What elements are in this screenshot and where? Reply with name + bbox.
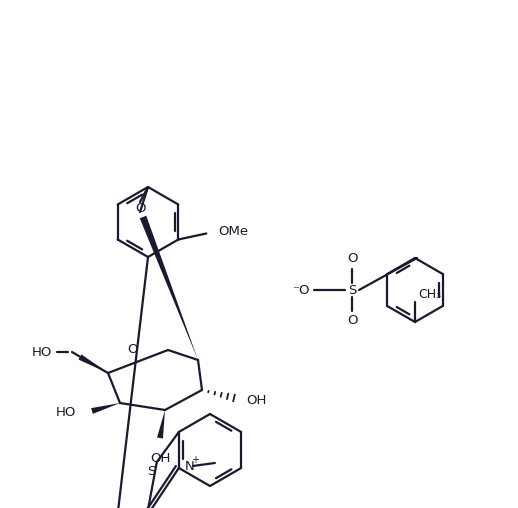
Polygon shape	[79, 355, 108, 373]
Text: O: O	[128, 343, 138, 356]
Text: O: O	[135, 203, 145, 215]
Polygon shape	[157, 410, 165, 438]
Text: OMe: OMe	[218, 225, 249, 238]
Text: O: O	[347, 252, 357, 266]
Text: O: O	[347, 314, 357, 328]
Polygon shape	[91, 403, 120, 414]
Text: CH₃: CH₃	[418, 288, 441, 301]
Text: +: +	[191, 455, 199, 465]
Polygon shape	[140, 216, 198, 360]
Text: ⁻O: ⁻O	[293, 283, 310, 297]
Text: OH: OH	[246, 394, 266, 406]
Text: HO: HO	[32, 345, 52, 359]
Text: S: S	[148, 465, 156, 478]
Text: N: N	[185, 460, 195, 472]
Text: OH: OH	[150, 452, 170, 465]
Text: S: S	[348, 283, 356, 297]
Text: HO: HO	[55, 406, 76, 420]
